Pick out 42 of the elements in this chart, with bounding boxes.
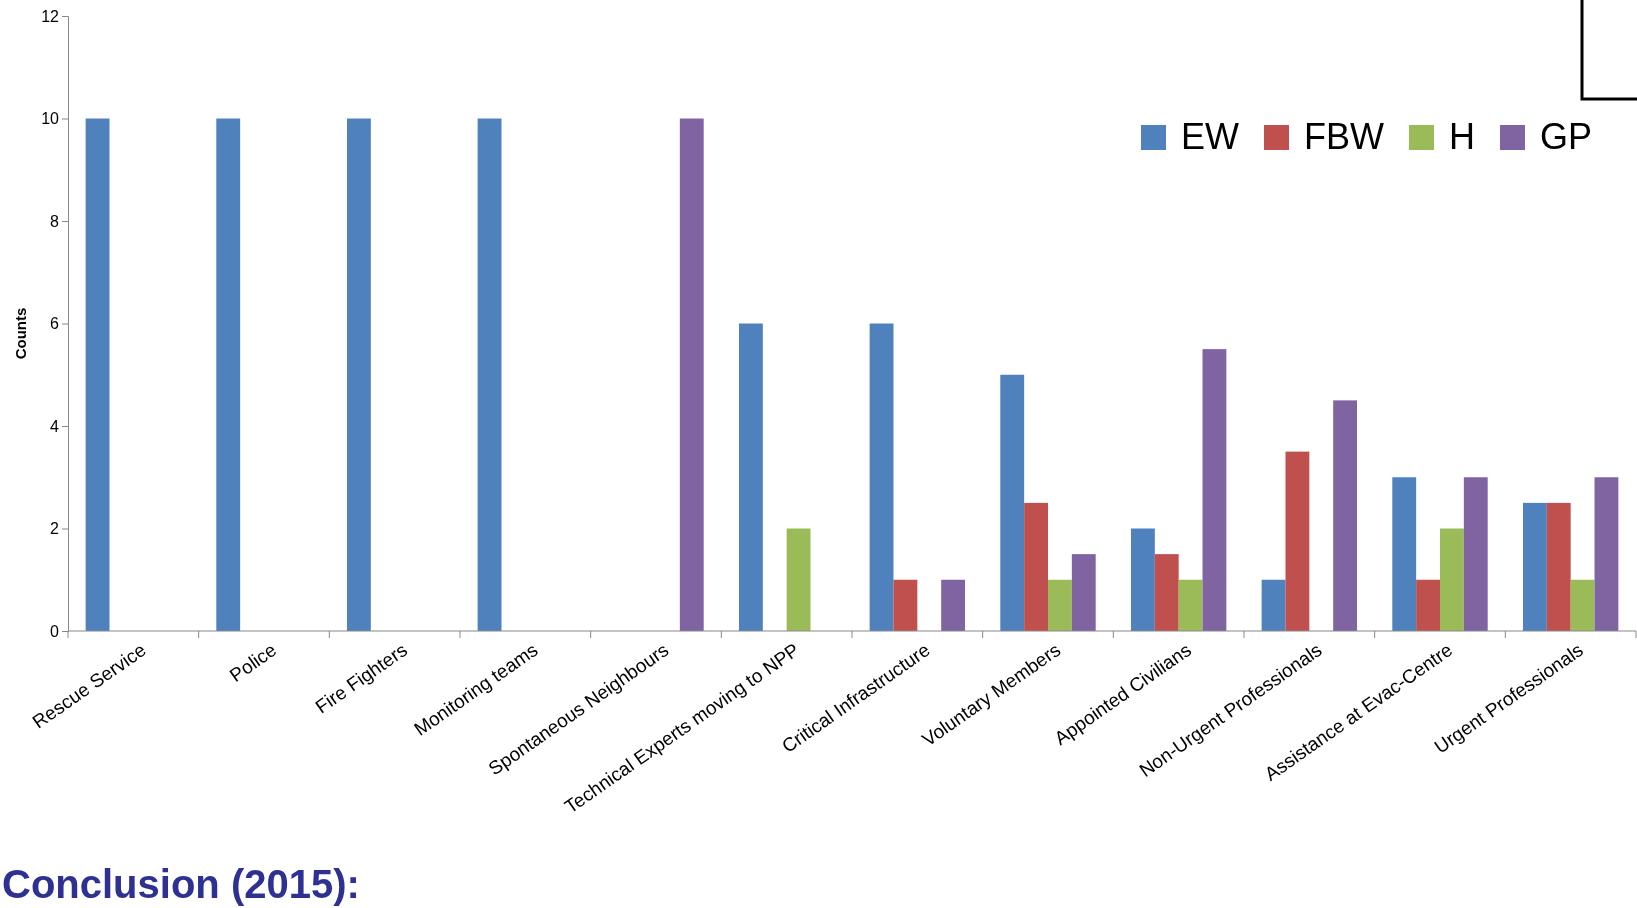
bar [941,579,966,631]
bar [1416,579,1440,631]
bar [1440,528,1464,631]
bar [1594,477,1619,631]
y-tick-label: 12 [41,7,60,25]
y-tick-label: 8 [50,212,60,230]
bar [1048,579,1072,631]
legend-label: H [1448,116,1475,157]
bar [679,118,704,631]
bar [477,118,502,631]
y-tick-label: 10 [41,110,60,128]
bar [1178,579,1203,631]
bar [1261,579,1286,631]
y-tick-label: 4 [50,417,60,435]
bar [216,118,241,631]
bar [1463,477,1488,631]
bar [1392,477,1417,631]
bar [1202,349,1227,631]
legend-label: FBW [1304,116,1384,157]
bar [346,118,371,631]
legend-label: GP [1539,116,1592,157]
bar [1546,502,1571,631]
bar [893,579,918,631]
bar [1130,528,1155,631]
bar [1000,374,1025,631]
bar [869,323,894,631]
bar [1522,502,1547,631]
bar [786,528,811,631]
bar [1154,554,1179,631]
bar [1333,400,1358,631]
bar [738,323,763,631]
legend-label: EW [1181,116,1240,157]
y-tick-label: 0 [50,622,60,640]
bar [85,118,110,631]
y-tick-label: 2 [50,520,60,538]
bar [1024,502,1048,631]
y-axis-title: Counts [12,307,29,360]
bar [1570,579,1595,631]
text: Conclusion (2015): [2,862,360,906]
bar [1071,554,1096,631]
y-tick-label: 6 [50,315,60,333]
bar [1285,451,1310,631]
